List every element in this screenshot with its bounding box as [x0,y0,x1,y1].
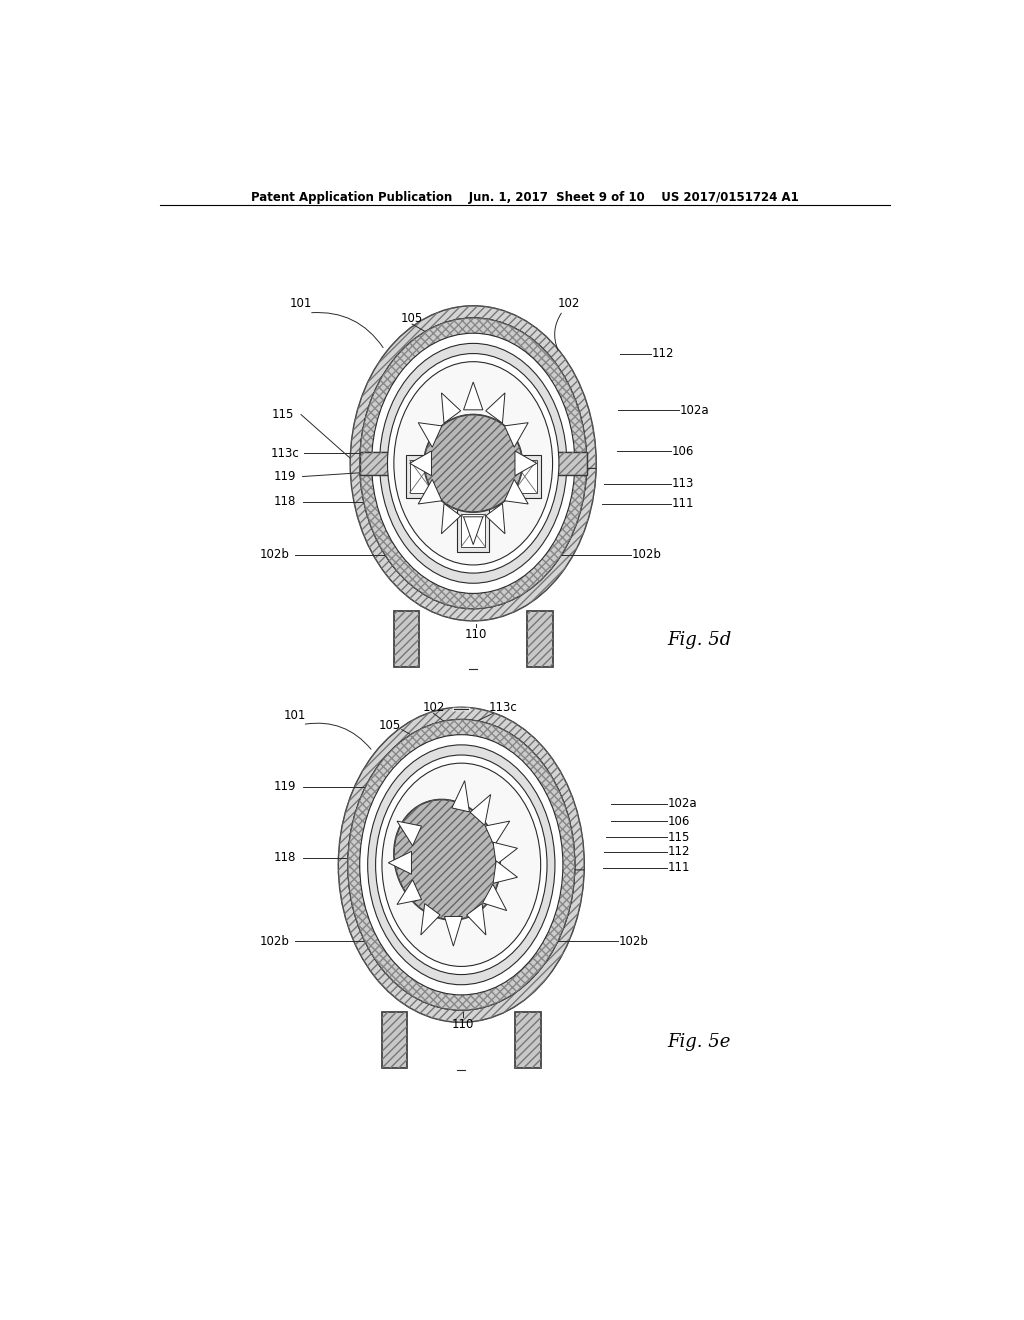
Polygon shape [397,879,422,904]
Bar [509,455,541,498]
Text: 113c: 113c [488,701,517,714]
Circle shape [382,763,541,966]
Text: 101: 101 [290,297,312,310]
Polygon shape [418,479,442,504]
Bar [461,515,485,546]
Text: 102a: 102a [668,797,697,810]
Circle shape [394,362,553,565]
Text: 115: 115 [668,830,690,843]
Text: 102b: 102b [260,548,290,561]
Circle shape [359,735,563,995]
Circle shape [387,354,559,573]
Polygon shape [464,517,483,545]
Polygon shape [505,479,528,504]
Polygon shape [388,851,412,874]
Text: 111: 111 [672,498,694,511]
Polygon shape [494,861,517,883]
Polygon shape [441,503,461,533]
Bar [406,455,437,498]
Text: 105: 105 [379,719,401,733]
Polygon shape [470,795,490,825]
Bar [527,611,553,667]
Bar [382,1012,408,1068]
Polygon shape [515,451,537,475]
Text: 110: 110 [452,1018,474,1031]
Text: 102b: 102b [618,935,648,948]
Polygon shape [467,904,486,935]
Text: 112: 112 [668,845,690,858]
Polygon shape [421,904,440,935]
Bar [382,1012,408,1068]
Text: 106: 106 [672,445,694,458]
Bar [359,453,587,474]
Text: 102: 102 [422,701,444,714]
Text: 105: 105 [401,313,423,326]
Polygon shape [397,821,422,846]
Bar [527,611,553,667]
Circle shape [359,318,587,609]
Text: 115: 115 [271,408,294,421]
Text: 101: 101 [284,709,306,722]
Text: 119: 119 [273,780,296,793]
Text: 102b: 102b [260,935,290,948]
Text: 118: 118 [274,851,296,865]
Circle shape [368,744,555,985]
Polygon shape [418,422,442,447]
Polygon shape [485,821,510,846]
Polygon shape [482,884,507,911]
Polygon shape [494,842,517,865]
Ellipse shape [394,800,500,920]
Circle shape [380,343,567,583]
Text: 102: 102 [557,297,580,310]
Bar [515,1012,541,1068]
Circle shape [338,708,585,1022]
Ellipse shape [424,414,522,512]
Polygon shape [441,393,461,424]
Polygon shape [444,916,462,946]
Text: 102a: 102a [680,404,710,417]
Polygon shape [464,381,483,409]
Polygon shape [505,422,528,447]
Circle shape [372,333,574,594]
Text: 113c: 113c [270,446,299,459]
Bar [458,510,489,552]
Circle shape [348,719,574,1010]
Text: Fig. 5e: Fig. 5e [668,1032,731,1051]
Bar [359,453,587,474]
Bar [394,611,419,667]
Text: 110: 110 [465,627,486,640]
Bar [410,461,433,492]
Text: Fig. 5d: Fig. 5d [668,631,732,649]
Text: 113: 113 [672,477,694,490]
Polygon shape [485,503,505,533]
Text: 111: 111 [668,862,690,874]
Text: 102b: 102b [632,548,662,561]
Bar [513,461,537,492]
Circle shape [350,306,596,620]
Text: 112: 112 [652,347,674,360]
Text: 119: 119 [273,470,296,483]
Polygon shape [485,393,505,424]
Bar [515,1012,541,1068]
Circle shape [348,719,574,1010]
Circle shape [359,318,587,609]
Polygon shape [410,451,431,475]
Circle shape [376,755,547,974]
Text: 106: 106 [668,814,690,828]
Text: 118: 118 [274,495,296,508]
Bar [394,611,419,667]
Polygon shape [452,780,469,812]
Text: Patent Application Publication    Jun. 1, 2017  Sheet 9 of 10    US 2017/0151724: Patent Application Publication Jun. 1, 2… [251,190,799,203]
